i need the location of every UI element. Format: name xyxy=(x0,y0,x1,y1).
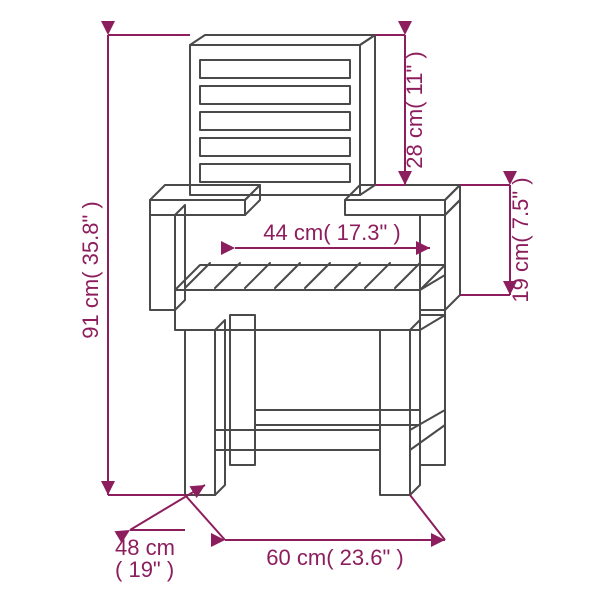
dimension-diagram: 91 cm( 35.8" ) 28 cm( 11" ) 19 cm( 7.5" … xyxy=(0,0,600,600)
dim-total-height-label: 91 cm( 35.8" ) xyxy=(78,201,103,338)
dim-backrest-label: 28 cm( 11" ) xyxy=(402,51,427,168)
dim-depth-line xyxy=(130,485,205,530)
dim-seatdepth-label: 44 cm( 17.3" ) xyxy=(263,220,400,245)
dim-width-label: 60 cm( 23.6" ) xyxy=(266,545,403,570)
dim-depth-label: 48 cm ( 19" ) xyxy=(115,535,181,582)
dim-armrest-label: 19 cm( 7.5" ) xyxy=(508,177,533,302)
